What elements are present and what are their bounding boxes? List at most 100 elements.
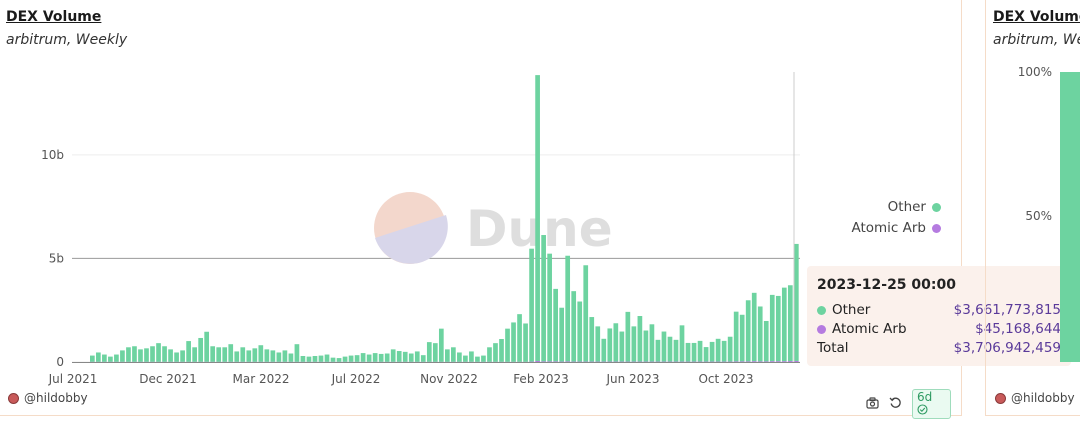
bar-other[interactable] [787, 285, 793, 362]
bar-other[interactable] [282, 350, 288, 362]
bar-other[interactable] [721, 340, 727, 362]
bar-other[interactable] [607, 328, 613, 362]
bar-other[interactable] [793, 243, 799, 361]
bar-other[interactable] [186, 341, 191, 362]
bar-other[interactable] [511, 322, 516, 362]
bar-other[interactable] [432, 343, 438, 362]
bar-other[interactable] [330, 357, 336, 362]
bar-other[interactable] [114, 354, 119, 362]
bar-atomic-arb[interactable] [565, 361, 571, 362]
bar-other[interactable] [661, 331, 667, 362]
bar-other[interactable] [240, 347, 246, 362]
bar-other[interactable] [685, 342, 691, 362]
bar-other[interactable] [655, 339, 661, 362]
bar-atomic-arb[interactable] [535, 360, 540, 362]
bar-other[interactable] [228, 344, 234, 362]
bar-other[interactable] [438, 328, 444, 362]
bar-other[interactable] [108, 356, 113, 362]
bar-other[interactable] [252, 348, 258, 362]
bar-other[interactable] [517, 314, 522, 362]
bar-atomic-arb[interactable] [559, 361, 565, 363]
bar-atomic-arb[interactable] [775, 361, 781, 362]
bar-atomic-arb[interactable] [733, 361, 739, 362]
refresh-icon[interactable] [889, 396, 902, 412]
bar-atomic-arb[interactable] [637, 361, 643, 363]
bar-other[interactable] [727, 336, 733, 362]
bar-other[interactable] [625, 311, 631, 362]
bar-other[interactable] [493, 343, 498, 362]
bar-other[interactable] [709, 341, 715, 362]
bar-other[interactable] [102, 354, 107, 362]
bar-other[interactable] [667, 336, 673, 362]
bar-other[interactable] [763, 320, 769, 362]
bar-other[interactable] [649, 324, 655, 362]
bar-atomic-arb[interactable] [655, 361, 661, 363]
bar-other[interactable] [475, 356, 480, 362]
bar-other[interactable] [168, 349, 173, 362]
bar-other[interactable] [559, 307, 565, 362]
bar-other[interactable] [577, 301, 583, 362]
bar-other[interactable] [457, 352, 462, 362]
bar-other[interactable] [366, 354, 372, 362]
bar-atomic-arb[interactable] [763, 361, 769, 362]
bar-other[interactable] [324, 354, 330, 362]
bar-atomic-arb[interactable] [781, 361, 787, 362]
author-link-right[interactable]: @hildobby [995, 391, 1075, 405]
bar-other[interactable] [120, 350, 125, 362]
bar-other[interactable] [258, 345, 264, 362]
bar-other[interactable] [565, 255, 571, 362]
bar-atomic-arb[interactable] [793, 360, 799, 362]
bar-other[interactable] [312, 355, 318, 362]
bar-atomic-arb[interactable] [739, 361, 745, 362]
bar-other[interactable] [481, 355, 486, 362]
bar-other[interactable] [198, 337, 203, 362]
bar-other[interactable] [372, 353, 378, 362]
bar-other[interactable] [583, 265, 589, 362]
bar-other[interactable] [348, 355, 354, 362]
bar-other[interactable] [469, 351, 474, 362]
legend-item-other[interactable]: Other [888, 199, 941, 215]
bar-atomic-arb[interactable] [649, 361, 655, 363]
bar-atomic-arb[interactable] [547, 361, 552, 362]
bar-atomic-arb[interactable] [667, 361, 673, 363]
bar-other[interactable] [523, 323, 528, 362]
bar-other[interactable] [769, 294, 775, 362]
bar-other[interactable] [445, 349, 450, 362]
bar-other[interactable] [751, 292, 757, 362]
bar-other[interactable] [408, 353, 414, 362]
bar-other[interactable] [210, 346, 216, 362]
bar-other[interactable] [336, 358, 342, 362]
bar-other[interactable] [589, 317, 595, 362]
bar-other[interactable] [180, 350, 185, 362]
bar-atomic-arb[interactable] [679, 361, 685, 363]
bar-other[interactable] [354, 355, 360, 362]
bar-other[interactable] [294, 344, 300, 362]
bar-other[interactable] [781, 287, 787, 362]
bar-other[interactable] [192, 347, 197, 362]
bar-atomic-arb[interactable] [583, 361, 589, 363]
bar-other[interactable] [619, 331, 625, 362]
bar-other[interactable] [360, 353, 366, 362]
bar-other[interactable] [529, 248, 534, 362]
bar-other[interactable] [126, 347, 131, 362]
bar-other[interactable] [703, 347, 709, 362]
bar-atomic-arb[interactable] [625, 361, 631, 363]
bar-atomic-arb[interactable] [715, 361, 721, 363]
bar-other[interactable] [402, 351, 408, 362]
bar-other[interactable] [246, 350, 252, 362]
bar-atomic-arb[interactable] [589, 361, 595, 363]
bar-atomic-arb[interactable] [751, 361, 757, 362]
bar-other[interactable] [90, 355, 95, 362]
bar-other[interactable] [156, 343, 161, 362]
bar-other[interactable] [342, 356, 348, 362]
bar-other[interactable] [414, 351, 420, 362]
bar-other[interactable] [426, 342, 432, 362]
bar-atomic-arb[interactable] [577, 361, 583, 363]
bar-other[interactable] [739, 314, 745, 362]
bar-atomic-arb[interactable] [691, 361, 697, 363]
bar-other[interactable] [144, 348, 149, 362]
bar-other[interactable] [547, 253, 552, 362]
bar-atomic-arb[interactable] [619, 361, 625, 363]
bar-other[interactable] [613, 323, 619, 362]
bar-other[interactable] [757, 306, 763, 362]
